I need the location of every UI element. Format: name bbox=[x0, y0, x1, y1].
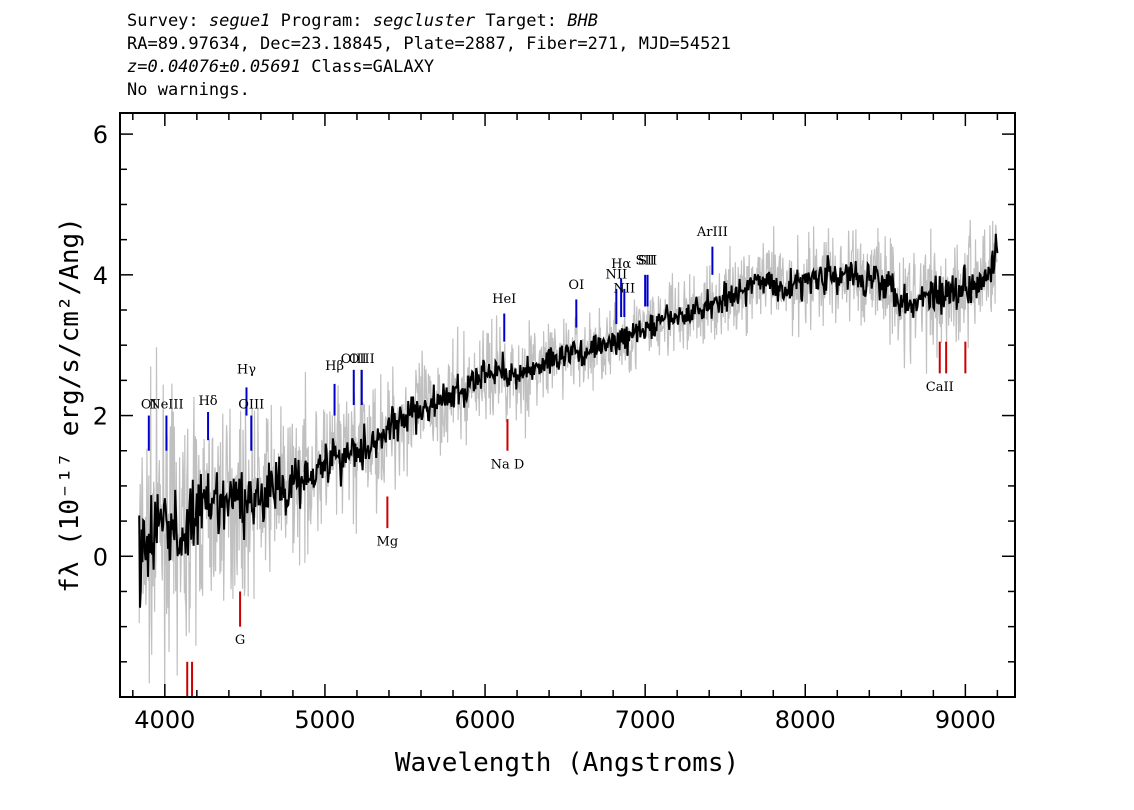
emission-line-label: OIII bbox=[349, 352, 375, 367]
emission-line-label: OIII bbox=[238, 398, 264, 413]
absorption-line-label: Na D bbox=[491, 457, 525, 472]
x-tick-label: 6000 bbox=[455, 706, 516, 734]
y-tick-label: 0 bbox=[93, 543, 108, 571]
header-line-1: Survey: segue1 Program: segcluster Targe… bbox=[127, 10, 731, 33]
y-tick-label: 2 bbox=[93, 403, 108, 431]
warnings-text: No warnings. bbox=[127, 80, 250, 100]
plot-frame bbox=[119, 112, 1016, 698]
x-tick-label: 7000 bbox=[615, 706, 676, 734]
y-axis-title: fλ (10⁻¹⁷ erg/s/cm²/Ang) bbox=[55, 217, 85, 593]
flux-series bbox=[138, 233, 999, 608]
axis-ticks-layer: 4000 5000 6000 7000 8000 9000 0 2 4 6 bbox=[93, 113, 1015, 734]
emission-line-label: HeI bbox=[492, 292, 516, 307]
header-line-2: RA=89.97634, Dec=23.18845, Plate=2887, F… bbox=[127, 34, 731, 54]
emission-line-label: ArIII bbox=[696, 225, 728, 240]
header-line-3: z=0.04076±0.05691 Class=GALAXY bbox=[127, 56, 731, 79]
error-series-layer bbox=[138, 219, 998, 697]
emission-line-label: SII bbox=[636, 253, 655, 268]
x-tick-label: 5000 bbox=[294, 706, 355, 734]
absorption-line-label: G bbox=[235, 633, 245, 648]
absorption-line-label: Mg bbox=[377, 535, 399, 550]
emission-line-label: Hβ bbox=[325, 359, 344, 374]
x-axis-title: Wavelength (Angstroms) bbox=[395, 748, 739, 778]
y-tick-label: 4 bbox=[93, 262, 108, 290]
emission-line-label: NeIII bbox=[149, 398, 183, 413]
spectrum-header: Survey: segue1 Program: segcluster Targe… bbox=[127, 10, 731, 102]
target-value: BHB bbox=[567, 11, 598, 31]
survey-label: Survey: bbox=[127, 11, 199, 31]
redshift-value: z=0.04076±0.05691 bbox=[127, 57, 301, 77]
survey-value: segue1 bbox=[208, 11, 271, 31]
emission-line-label: Hα bbox=[611, 257, 631, 272]
program-value: segcluster bbox=[372, 11, 476, 31]
error-series bbox=[138, 219, 998, 697]
class-value: Class=GALAXY bbox=[311, 57, 435, 77]
emission-line-label: Hδ bbox=[198, 394, 217, 409]
x-tick-label: 4000 bbox=[134, 706, 195, 734]
absorption-line-label: CaII bbox=[926, 380, 954, 395]
emission-line-label: OI bbox=[568, 278, 584, 293]
target-label: Target: bbox=[485, 11, 557, 31]
emission-line-label: OI bbox=[141, 398, 157, 413]
y-tick-label: 6 bbox=[93, 121, 108, 149]
x-tick-label: 9000 bbox=[935, 706, 996, 734]
emission-line-label: NII bbox=[614, 281, 636, 296]
x-tick-label: 8000 bbox=[775, 706, 836, 734]
program-label: Program: bbox=[280, 11, 363, 31]
flux-series-layer bbox=[138, 233, 999, 608]
emission-line-label: Hγ bbox=[237, 362, 256, 377]
emission-line-label: SII bbox=[638, 253, 657, 268]
emission-line-label: OIII bbox=[341, 352, 367, 367]
